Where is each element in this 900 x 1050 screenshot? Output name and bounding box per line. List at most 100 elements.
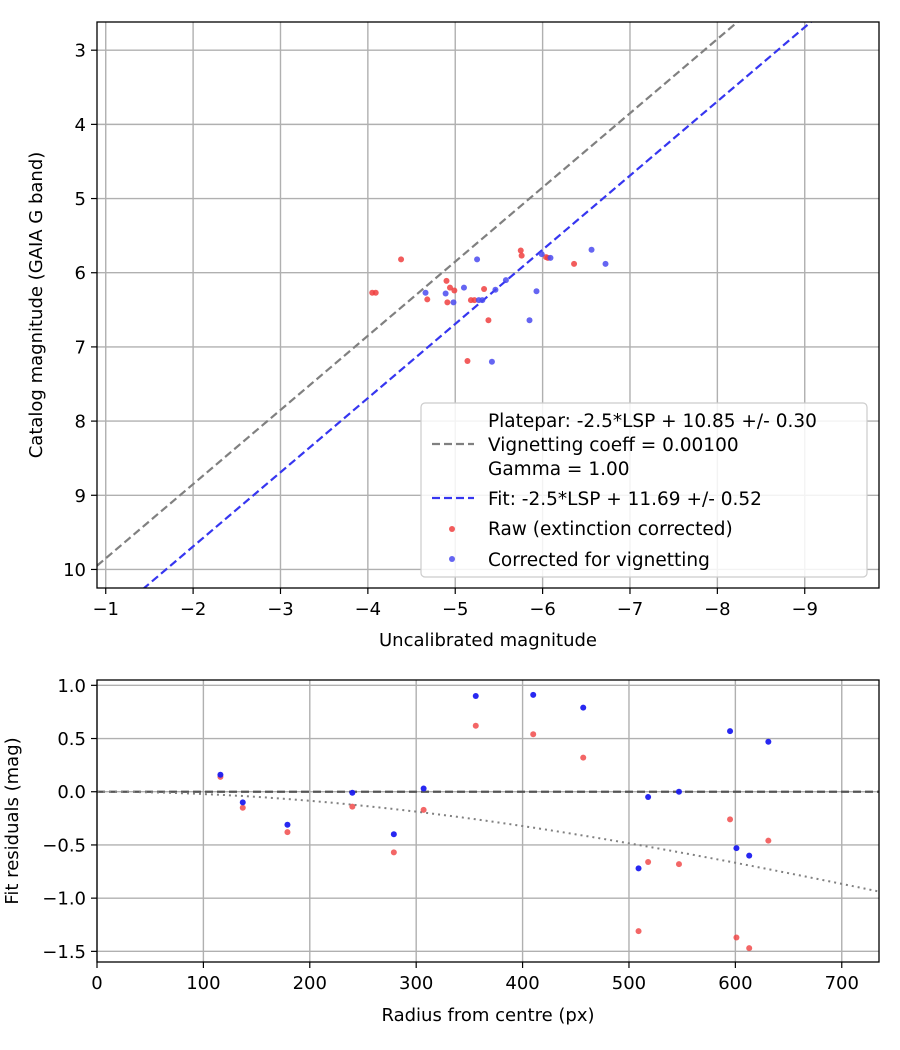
bottom-xtick-label: 300: [399, 973, 433, 994]
bottom-xtick-label: 0: [91, 973, 102, 994]
raw-point: [446, 284, 453, 291]
raw-point: [485, 317, 492, 324]
residual-raw-point: [530, 731, 537, 738]
legend-box: [420, 402, 868, 578]
corrected-point: [474, 256, 481, 263]
raw-point: [398, 256, 405, 263]
residual-raw-point: [645, 858, 652, 865]
vignetting-curve: [97, 790, 879, 893]
bottom-ytick-label: 1.0: [57, 676, 86, 697]
residual-raw-point: [420, 806, 427, 813]
residual-raw-point: [239, 804, 246, 811]
top-ytick-label: 5: [75, 189, 86, 210]
top-xtick-label: −3: [267, 599, 294, 620]
top-xtick-label: −2: [180, 599, 207, 620]
raw-point: [451, 287, 458, 294]
bottom-ytick-label: 0.0: [57, 782, 86, 803]
bottom-xtick-label: 600: [718, 973, 752, 994]
corrected-point: [442, 290, 449, 297]
corrected-point: [602, 260, 609, 267]
top-xtick-label: −7: [617, 599, 644, 620]
residual-corrected-point: [635, 865, 642, 872]
residual-raw-point: [349, 803, 356, 810]
top-axes-frame: [96, 21, 880, 589]
top-xtick-label: −8: [704, 599, 731, 620]
residual-raw-point: [765, 837, 772, 844]
residual-raw-point: [390, 849, 397, 856]
bottom-xtick-label: 500: [612, 973, 646, 994]
platepar-line: [97, 22, 740, 567]
corrected-point: [492, 286, 499, 293]
residual-raw-point: [746, 945, 753, 952]
bottom-x-axis-label: Radius from centre (px): [381, 1005, 594, 1026]
corrected-point: [460, 284, 467, 291]
top-ytick-label: 9: [75, 486, 86, 507]
corrected-point: [422, 289, 429, 296]
fit-line: [142, 22, 813, 588]
corrected-point: [547, 254, 554, 261]
residual-corrected-point: [733, 845, 740, 852]
raw-point: [571, 260, 578, 267]
residual-raw-point: [733, 934, 740, 941]
residual-raw-point: [727, 816, 734, 823]
top-y-axis-label: Catalog magnitude (GAIA G band): [26, 152, 47, 459]
residual-corrected-point: [727, 728, 734, 735]
raw-point: [424, 296, 431, 303]
legend-platepar-text: Gamma = 1.00: [488, 459, 630, 480]
raw-point: [464, 358, 471, 365]
corrected-point: [526, 317, 533, 324]
bottom-xtick-label: 400: [505, 973, 539, 994]
bottom-ytick-label: −1.5: [42, 942, 86, 963]
top-ytick-label: 4: [75, 115, 86, 136]
residual-corrected-point: [645, 794, 652, 801]
top-xtick-label: −5: [442, 599, 469, 620]
residual-corrected-point: [530, 691, 537, 698]
top-xtick-label: −1: [92, 599, 119, 620]
top-ytick-label: 6: [75, 263, 86, 284]
bottom-chart: 0 100 200 300 400 500 600 700 1.0 0.5 0.0 −0.5 −1.0 −…: [2, 676, 880, 1026]
residual-corrected-point: [675, 788, 682, 795]
bottom-xtick-label: 200: [293, 973, 327, 994]
legend: Platepar: -2.5*LSP + 10.85 +/- 0.30 Vigne…: [420, 402, 868, 578]
residual-corrected-point: [420, 785, 427, 792]
residual-corrected-point: [746, 852, 753, 859]
corrected-point: [502, 277, 509, 284]
raw-point: [443, 277, 450, 284]
residual-raw-point: [580, 754, 587, 761]
legend-raw-marker: [449, 526, 455, 532]
corrected-point: [488, 358, 495, 365]
top-ytick-label: 7: [75, 337, 86, 358]
legend-corrected-text: Corrected for vignetting: [488, 550, 710, 571]
corrected-point: [533, 288, 540, 295]
top-x-axis-label: Uncalibrated magnitude: [379, 630, 597, 651]
residual-raw-point: [635, 928, 642, 935]
residual-raw-point: [284, 829, 291, 836]
top-chart: −1 −2 −3 −4 −5 −6 −7 −8 −9 3 4 5 6 7 8 9 10 Uncalibrated …: [26, 21, 880, 651]
residual-corrected-point: [580, 704, 587, 711]
raw-point: [481, 286, 488, 293]
corrected-point: [450, 299, 457, 306]
raw-point: [372, 289, 379, 296]
top-xtick-label: −9: [791, 599, 818, 620]
raw-point: [518, 252, 525, 259]
bottom-ytick-label: 0.5: [57, 729, 86, 750]
legend-fit-text: Fit: -2.5*LSP + 11.69 +/- 0.52: [488, 489, 762, 510]
corrected-point: [538, 251, 545, 258]
top-ytick-label: 10: [63, 560, 86, 581]
bottom-ytick-label: −1.0: [42, 889, 86, 910]
legend-corrected-marker: [449, 556, 455, 562]
residual-corrected-point: [284, 821, 291, 828]
top-xtick-label: −6: [529, 599, 556, 620]
residual-corrected-point: [349, 789, 356, 796]
residual-corrected-point: [217, 771, 224, 778]
bottom-ytick-label: −0.5: [42, 835, 86, 856]
legend-platepar-text: Vignetting coeff = 0.00100: [488, 435, 739, 456]
raw-point: [517, 247, 524, 254]
legend-raw-text: Raw (extinction corrected): [488, 519, 733, 540]
bottom-axes-frame: [96, 679, 880, 963]
top-ytick-label: 3: [75, 41, 86, 62]
raw-point: [471, 297, 478, 304]
top-ytick-label: 8: [75, 412, 86, 433]
residual-corrected-point: [472, 692, 479, 699]
